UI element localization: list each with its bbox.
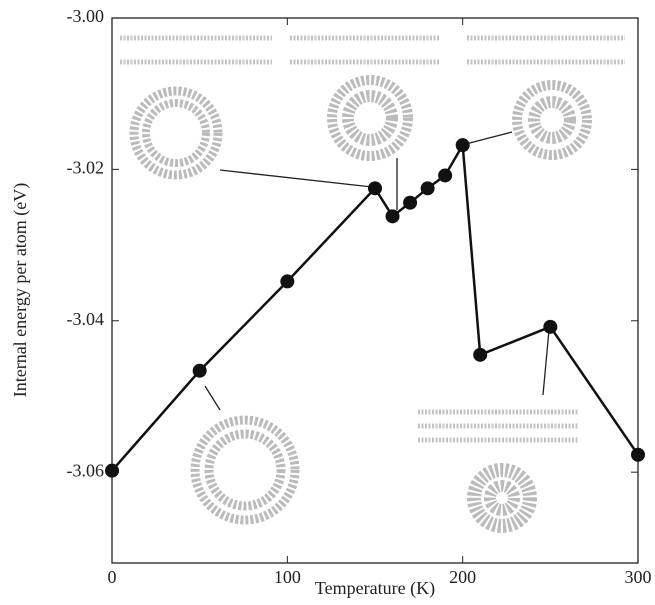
data-point (368, 181, 382, 196)
leader-lines (204, 131, 550, 411)
y-tick-label: -3.00 (67, 6, 105, 26)
x-tick-label: 300 (625, 567, 652, 587)
x-tick-label: 200 (449, 567, 476, 587)
plot-frame (111, 17, 639, 564)
y-tick-label: -3.02 (67, 158, 105, 178)
data-point (420, 181, 435, 196)
x-tick-label: 100 (274, 567, 301, 587)
inset-images (120, 35, 625, 533)
y-axis-label: Internal energy per atom (eV) (10, 183, 31, 398)
data-point (192, 363, 207, 378)
data-point (631, 447, 645, 462)
data-point (455, 138, 470, 153)
data-point (543, 319, 558, 334)
x-tick-label: 0 (108, 567, 117, 587)
data-point (105, 463, 119, 478)
y-tick-label: -3.06 (67, 460, 105, 480)
data-line (111, 141, 640, 472)
y-tick-label: -3.04 (67, 309, 105, 329)
x-axis-label: Temperature (K) (315, 578, 435, 599)
data-point (280, 274, 295, 289)
data-point (385, 209, 400, 224)
data-point (438, 168, 453, 183)
data-point (473, 347, 488, 362)
data-point (403, 195, 418, 210)
